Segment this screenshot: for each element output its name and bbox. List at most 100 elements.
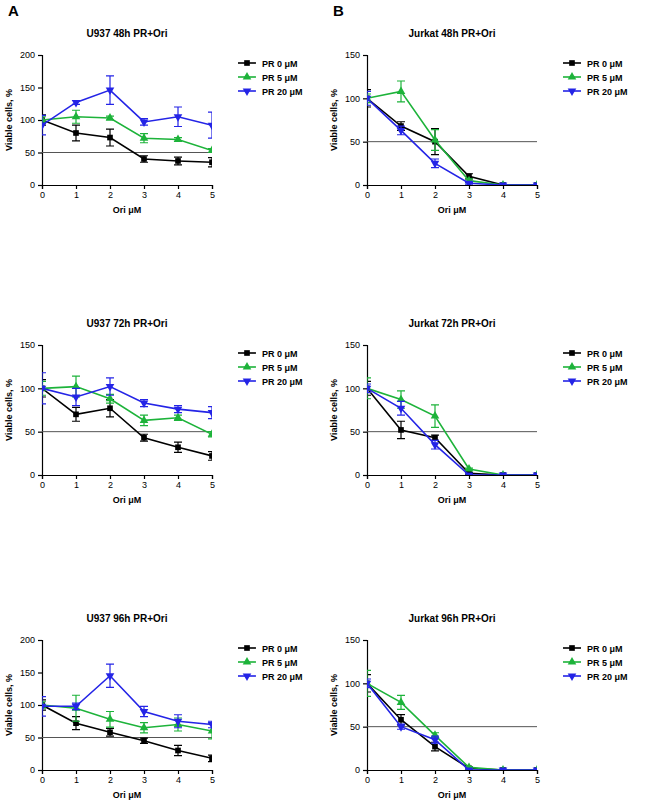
- tick: 1: [399, 475, 404, 490]
- tick: 1: [399, 185, 404, 200]
- tick-label: 50: [350, 137, 360, 147]
- tick-mark: [537, 770, 538, 774]
- legend-marker: [569, 645, 575, 651]
- tick: 5: [210, 475, 215, 490]
- tick-mark: [38, 152, 42, 153]
- tick-mark: [38, 185, 42, 186]
- tick: 50: [350, 427, 367, 437]
- marker: [499, 183, 508, 185]
- axis-line: [363, 346, 368, 476]
- legend-marker: [568, 89, 577, 96]
- error-bar: [431, 435, 439, 440]
- marker: [73, 130, 79, 136]
- tick-label: 50: [350, 427, 360, 437]
- legend-label: PR 0 μM: [262, 644, 298, 654]
- tick: 3: [467, 770, 472, 785]
- legend-marker: [569, 350, 575, 356]
- subplot: Jurkat 96h PR+Ori012345050100150Ori μMVi…: [329, 613, 628, 800]
- tick: 50: [25, 427, 42, 437]
- tick-mark: [38, 432, 42, 433]
- tick: 0: [365, 185, 370, 200]
- tick-label: 100: [345, 384, 360, 394]
- tick-label: 0: [40, 190, 45, 200]
- legend-marker: [244, 350, 250, 356]
- tick-mark: [401, 770, 402, 774]
- error-bar: [140, 434, 148, 441]
- tick-mark: [363, 345, 367, 346]
- tick-label: 3: [467, 480, 472, 490]
- marker: [208, 146, 212, 153]
- legend-entry: PR 0 μM: [238, 644, 298, 654]
- tick-label: 2: [433, 480, 438, 490]
- marker: [107, 135, 113, 141]
- tick-label: 0: [355, 180, 360, 190]
- tick-mark: [178, 770, 179, 774]
- error-bar: [397, 81, 405, 102]
- legend-label: PR 0 μM: [587, 644, 623, 654]
- legend-entry: PR 5 μM: [563, 72, 623, 82]
- marker: [465, 464, 474, 471]
- tick-label: 3: [467, 775, 472, 785]
- tick: 50: [25, 148, 42, 158]
- tick-mark: [435, 185, 436, 189]
- tick-mark: [76, 475, 77, 479]
- marker: [72, 112, 81, 119]
- tick-mark: [363, 770, 367, 771]
- tick: 2: [108, 770, 113, 785]
- tick-label: 50: [25, 427, 35, 437]
- tick: 4: [501, 475, 506, 490]
- error-bar: [208, 452, 212, 461]
- tick-mark: [435, 475, 436, 479]
- tick-mark: [363, 432, 367, 433]
- tick: 1: [399, 770, 404, 785]
- plot-area: [367, 670, 537, 770]
- legend-marker: [244, 645, 250, 651]
- error-bar: [208, 755, 212, 762]
- tick-mark: [212, 475, 213, 479]
- tick-label: 4: [501, 190, 506, 200]
- marker: [107, 405, 113, 411]
- legend-entry: PR 20 μM: [563, 87, 628, 97]
- tick-mark: [469, 770, 470, 774]
- axis-line: [43, 186, 213, 190]
- tick-label: 0: [30, 765, 35, 775]
- tick: 2: [433, 185, 438, 200]
- y-axis: 050100150: [345, 635, 368, 775]
- legend-entry: PR 0 μM: [563, 644, 623, 654]
- tick: 0: [40, 770, 45, 785]
- marker: [533, 473, 537, 475]
- tick-mark: [110, 770, 111, 774]
- error-bar: [42, 115, 46, 135]
- tick-mark: [537, 475, 538, 479]
- tick-mark: [38, 55, 42, 56]
- tick-label: 1: [399, 190, 404, 200]
- tick: 50: [350, 137, 367, 147]
- chart-title: Jurkat 72h PR+Ori: [409, 318, 496, 329]
- error-bar: [431, 159, 439, 168]
- marker: [140, 119, 149, 126]
- tick: 0: [30, 765, 42, 775]
- tick-label: 0: [30, 180, 35, 190]
- error-bar: [431, 405, 439, 428]
- tick: 3: [467, 185, 472, 200]
- series-line: [367, 91, 537, 185]
- tick-label: 150: [20, 340, 35, 350]
- legend-entry: PR 5 μM: [238, 657, 298, 667]
- marker: [106, 113, 115, 120]
- tick-label: 3: [467, 190, 472, 200]
- tick-label: 5: [210, 190, 215, 200]
- series-line: [367, 683, 537, 770]
- legend-entry: PR 5 μM: [238, 362, 298, 372]
- tick-mark: [363, 475, 367, 476]
- tick: 4: [176, 475, 181, 490]
- subplot: U937 72h PR+Ori012345050100150Ori μMViab…: [4, 318, 303, 505]
- tick: 1: [74, 185, 79, 200]
- error-bar: [72, 407, 80, 421]
- marker: [397, 128, 406, 135]
- legend-label: PR 5 μM: [587, 73, 623, 83]
- tick-label: 150: [345, 635, 360, 645]
- marker: [208, 429, 212, 436]
- tick-label: 0: [355, 470, 360, 480]
- legend-entry: PR 5 μM: [563, 657, 623, 667]
- legend-entry: PR 20 μM: [563, 377, 628, 387]
